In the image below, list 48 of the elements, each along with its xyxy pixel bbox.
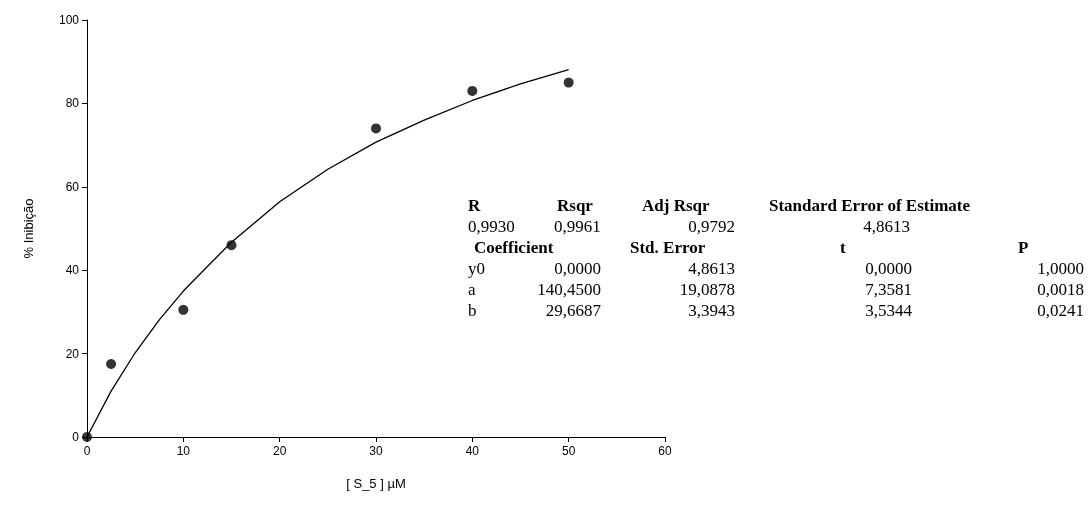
y-tick-label: 60 xyxy=(65,179,80,194)
annotation: Adj Rsqr xyxy=(642,196,710,215)
annotation: Coefficient xyxy=(474,238,554,257)
x-tick-label: 20 xyxy=(272,444,287,458)
point xyxy=(178,304,189,315)
x-tick-label: 50 xyxy=(561,444,576,458)
annotation: 0,0000 xyxy=(554,259,601,278)
point xyxy=(106,359,117,370)
annotation: R xyxy=(468,196,481,215)
text: Standard Error of Estimate xyxy=(769,196,971,215)
text: 0,0241 xyxy=(1037,301,1084,320)
text: 19,0878 xyxy=(679,280,735,299)
annotation: a xyxy=(468,280,476,299)
y-axis-title: % Inibição xyxy=(21,198,36,259)
annotation: 29,6687 xyxy=(545,301,602,320)
x-tick-label: 30 xyxy=(369,444,383,458)
x-tick-label: 40 xyxy=(465,444,480,458)
annotation: 0,9961 xyxy=(554,217,601,236)
x-axis-title: [ S_5 ] µM xyxy=(346,476,406,491)
text: 3,3943 xyxy=(688,301,735,320)
annotation: Rsqr xyxy=(557,196,594,215)
text: 4,8613 xyxy=(688,259,735,278)
annotation: 140,4500 xyxy=(537,280,601,299)
text: 0,9792 xyxy=(688,217,735,236)
x-tick-label: 10 xyxy=(176,444,191,458)
annotation: 0,9930 xyxy=(468,217,515,236)
text: 3,5344 xyxy=(865,301,913,320)
text: 4,8613 xyxy=(863,217,910,236)
x-tick-label: 60 xyxy=(658,444,672,458)
annotation: Std. Error xyxy=(630,238,706,257)
text: t xyxy=(840,238,846,257)
y-tick-label: 80 xyxy=(65,96,80,111)
annotation: y0 xyxy=(468,259,485,278)
point xyxy=(563,77,574,88)
annotation: b xyxy=(468,301,477,320)
x-tick-label: 0 xyxy=(83,444,91,458)
point xyxy=(226,240,237,251)
text: 1,0000 xyxy=(1037,259,1084,278)
text: 7,3581 xyxy=(865,280,912,299)
y-tick-label: 20 xyxy=(65,346,80,361)
text: 0,0000 xyxy=(865,259,912,278)
text: 0,0018 xyxy=(1037,280,1084,299)
y-tick-label: 100 xyxy=(58,13,80,27)
y-tick-label: 40 xyxy=(65,263,80,278)
y-tick-label: 0 xyxy=(72,430,80,444)
text: P xyxy=(1018,238,1029,257)
point xyxy=(371,123,381,134)
point xyxy=(467,85,478,96)
